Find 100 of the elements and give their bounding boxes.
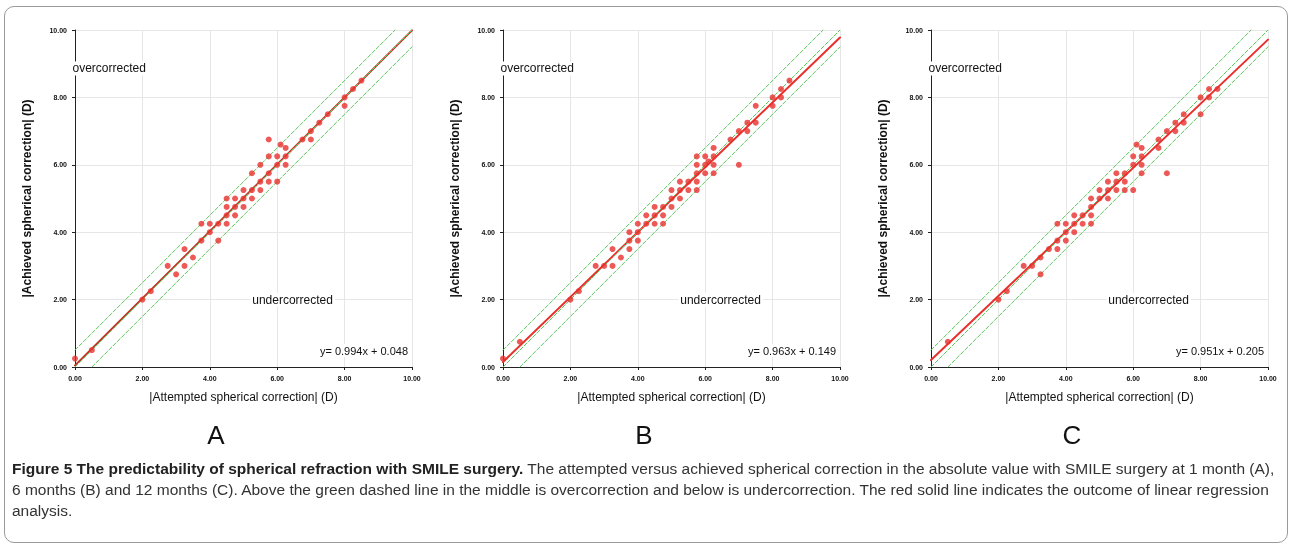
point	[164, 262, 171, 269]
point	[1088, 195, 1095, 202]
point	[693, 161, 700, 168]
point	[1214, 85, 1221, 92]
point	[1020, 262, 1027, 269]
annotation: y= 0.963x + 0.149	[747, 344, 837, 357]
point	[206, 220, 213, 227]
point	[1054, 246, 1061, 253]
point	[1121, 187, 1128, 194]
point	[1104, 195, 1111, 202]
point	[274, 153, 281, 160]
point	[705, 158, 712, 165]
point	[710, 161, 717, 168]
point	[1172, 119, 1179, 126]
point	[257, 178, 264, 185]
point	[769, 94, 776, 101]
point	[1062, 237, 1069, 244]
point	[735, 128, 742, 135]
point	[702, 153, 709, 160]
y-axis-title: |Achieved spherical correction| (D)	[448, 99, 462, 298]
point	[778, 94, 785, 101]
point	[1155, 136, 1162, 143]
point	[1180, 119, 1187, 126]
point	[223, 212, 230, 219]
point	[1104, 187, 1111, 194]
point	[223, 220, 230, 227]
point	[1096, 195, 1103, 202]
y-axis-title: |Achieved spherical correction| (D)	[20, 99, 34, 298]
point	[693, 187, 700, 194]
x-axis-title: |Attempted spherical correction| (D)	[1005, 390, 1194, 404]
point	[634, 220, 641, 227]
point	[660, 220, 667, 227]
point	[358, 77, 365, 84]
point	[617, 254, 624, 261]
point	[744, 128, 751, 135]
point	[189, 254, 196, 261]
annotation: undercorrected	[680, 292, 761, 307]
point	[215, 237, 222, 244]
point	[1062, 229, 1069, 236]
point	[1180, 111, 1187, 118]
annotation: overcorrected	[72, 61, 146, 76]
point	[1113, 178, 1120, 185]
point	[1113, 187, 1120, 194]
point	[240, 195, 247, 202]
point	[643, 220, 650, 227]
point	[651, 203, 658, 210]
point	[265, 136, 272, 143]
point	[274, 178, 281, 185]
point	[1206, 85, 1213, 92]
point	[248, 195, 255, 202]
point	[265, 178, 272, 185]
x-axis-title: |Attempted spherical correction| (D)	[577, 390, 766, 404]
caption: Figure 5 The predictability of spherical refraction with SMILE surgery.	[12, 460, 524, 477]
point	[248, 170, 255, 177]
point	[1071, 229, 1078, 236]
point	[626, 229, 633, 236]
point	[1003, 288, 1010, 295]
point	[1138, 161, 1145, 168]
point	[769, 102, 776, 109]
point	[1138, 170, 1145, 177]
point	[248, 187, 255, 194]
point	[668, 187, 675, 194]
point	[277, 141, 284, 148]
point	[693, 153, 700, 160]
point	[601, 262, 608, 269]
point	[1163, 128, 1170, 135]
point	[1130, 161, 1137, 168]
point	[693, 170, 700, 177]
point	[240, 187, 247, 194]
text: C	[1062, 420, 1082, 450]
point	[341, 102, 348, 109]
point	[265, 170, 272, 177]
point	[350, 85, 357, 92]
point	[752, 102, 759, 109]
point	[1079, 212, 1086, 219]
point	[198, 237, 205, 244]
point	[1155, 144, 1162, 151]
point	[995, 296, 1002, 303]
point	[1062, 220, 1069, 227]
point	[240, 203, 247, 210]
point	[1172, 128, 1179, 135]
point	[274, 161, 281, 168]
point	[1113, 170, 1120, 177]
point	[1037, 254, 1044, 261]
point	[626, 246, 633, 253]
annotation: y= 0.951x + 0.205	[1175, 344, 1265, 357]
point	[1088, 212, 1095, 219]
point	[609, 262, 616, 269]
point	[173, 271, 180, 278]
point	[1197, 111, 1204, 118]
point	[198, 220, 205, 227]
point	[1197, 94, 1204, 101]
point	[676, 195, 683, 202]
point	[1054, 237, 1061, 244]
point	[786, 77, 793, 84]
point	[1029, 262, 1036, 269]
point	[307, 136, 314, 143]
y-axis-title: |Achieved spherical correction| (D)	[876, 99, 890, 298]
point	[778, 85, 785, 92]
point	[727, 136, 734, 143]
